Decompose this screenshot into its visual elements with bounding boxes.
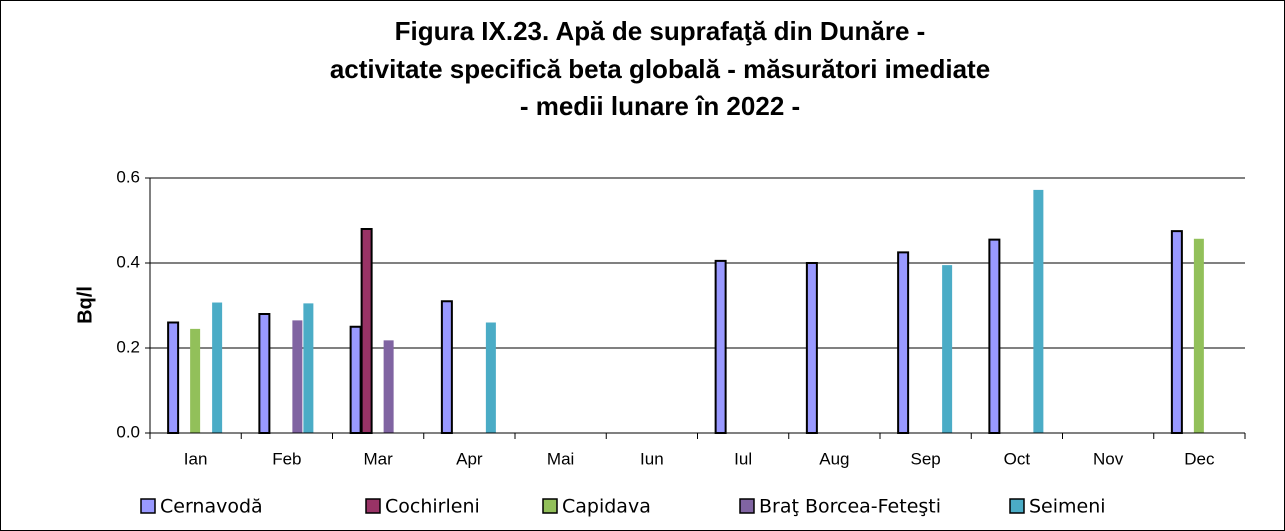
legend-swatch [365, 498, 381, 514]
legend-label: Braţ Borcea-Feteşti [759, 496, 941, 518]
legend-label: Cochirleni [385, 496, 480, 518]
legend-label: Capidava [562, 496, 651, 518]
legend-swatch [140, 498, 156, 514]
bar [212, 302, 223, 433]
x-tick-label: Ian [184, 449, 208, 468]
legend-swatch [542, 498, 558, 514]
x-tick-label: Mai [547, 449, 574, 468]
y-tick-label: 0.0 [116, 422, 140, 441]
x-tick-label: Aug [819, 449, 849, 468]
chart-title: activitate specifică beta globală - măsu… [330, 54, 990, 84]
legend-label: Seimeni [1029, 496, 1106, 518]
bar [303, 303, 314, 433]
x-tick-label: Dec [1184, 449, 1215, 468]
legend-label: Cernavodă [160, 496, 263, 518]
bar [1170, 230, 1183, 434]
bar [714, 259, 727, 434]
bar [167, 321, 180, 434]
x-tick-label: Feb [272, 449, 301, 468]
bar [349, 325, 362, 434]
bar [1193, 238, 1204, 433]
x-tick-label: Iul [734, 449, 752, 468]
bar [988, 238, 1001, 434]
bar [440, 300, 453, 434]
chart-title: Figura IX.23. Apă de suprafaţă din Dunăr… [395, 16, 926, 46]
bar [258, 313, 271, 434]
bar [383, 340, 394, 433]
x-tick-label: Nov [1093, 449, 1124, 468]
y-tick-label: 0.2 [116, 337, 140, 356]
x-tick-label: Mar [363, 449, 393, 468]
bar [897, 251, 910, 434]
legend-swatch [1009, 498, 1025, 514]
y-axis-label: Bq/l [74, 286, 96, 324]
x-tick-label: Iun [640, 449, 664, 468]
legend-swatch [739, 498, 755, 514]
x-tick-label: Sep [911, 449, 941, 468]
bar [190, 328, 201, 433]
bar [1033, 189, 1044, 433]
bar [360, 228, 373, 434]
x-tick-label: Apr [456, 449, 483, 468]
y-tick-label: 0.4 [116, 252, 140, 271]
bar [292, 320, 303, 433]
bar [485, 322, 496, 433]
bar [805, 262, 818, 434]
chart-title: - medii lunare în 2022 - [520, 91, 800, 121]
y-tick-label: 0.6 [116, 167, 140, 186]
bar [942, 265, 953, 433]
x-tick-label: Oct [1004, 449, 1031, 468]
